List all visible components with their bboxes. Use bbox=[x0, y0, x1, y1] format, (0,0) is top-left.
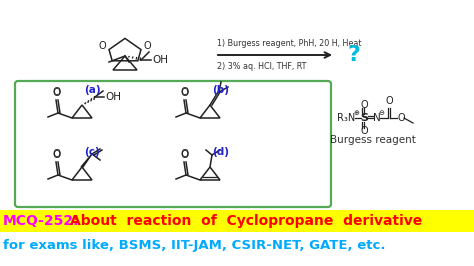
Text: O: O bbox=[181, 87, 189, 97]
Text: Burgess reagent: Burgess reagent bbox=[330, 135, 416, 145]
Text: (a): (a) bbox=[84, 85, 100, 95]
Text: O: O bbox=[181, 88, 189, 98]
Text: ⊕: ⊕ bbox=[353, 110, 359, 116]
Text: OH: OH bbox=[105, 92, 121, 102]
Text: S: S bbox=[360, 113, 368, 123]
Text: for exams like, BSMS, IIT-JAM, CSIR-NET, GATE, etc.: for exams like, BSMS, IIT-JAM, CSIR-NET,… bbox=[3, 239, 385, 252]
Text: O: O bbox=[99, 41, 106, 51]
Text: O: O bbox=[360, 100, 368, 110]
Text: O: O bbox=[53, 150, 61, 160]
Text: N: N bbox=[373, 113, 381, 123]
Text: O: O bbox=[181, 150, 189, 160]
Text: O: O bbox=[181, 149, 189, 159]
Text: 2) 3% aq. HCl, THF, RT: 2) 3% aq. HCl, THF, RT bbox=[217, 62, 306, 71]
Text: MCQ-252:: MCQ-252: bbox=[3, 214, 80, 228]
Text: About  reaction  of  Cyclopropane  derivative: About reaction of Cyclopropane derivativ… bbox=[70, 214, 422, 228]
Text: ⊖: ⊖ bbox=[378, 110, 384, 116]
Text: O: O bbox=[53, 88, 61, 98]
Text: O: O bbox=[53, 149, 61, 159]
Text: (c): (c) bbox=[84, 147, 100, 157]
Text: 1) Burgess reagent, PhH, 20 H, Heat: 1) Burgess reagent, PhH, 20 H, Heat bbox=[217, 39, 362, 48]
Text: O: O bbox=[360, 126, 368, 136]
Text: (b): (b) bbox=[212, 85, 229, 95]
Text: R₃N: R₃N bbox=[337, 113, 355, 123]
Text: ?: ? bbox=[348, 45, 361, 65]
Text: (d): (d) bbox=[212, 147, 229, 157]
Text: O: O bbox=[398, 113, 406, 123]
Polygon shape bbox=[81, 154, 92, 167]
Text: OH: OH bbox=[152, 55, 168, 65]
Text: O: O bbox=[144, 41, 152, 51]
Text: O: O bbox=[53, 87, 61, 97]
FancyBboxPatch shape bbox=[15, 81, 331, 207]
FancyBboxPatch shape bbox=[0, 210, 474, 232]
Text: O: O bbox=[385, 96, 393, 106]
